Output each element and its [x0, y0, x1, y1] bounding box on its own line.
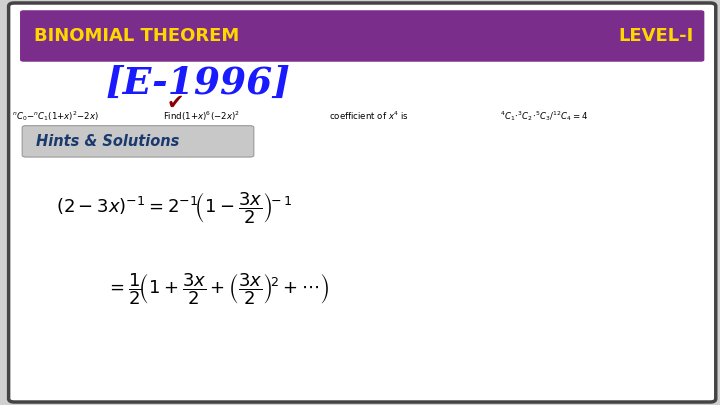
Text: $(2-3x)^{-1} = 2^{-1}\!\left(1-\dfrac{3x}{2}\right)^{\!\!-1}$: $(2-3x)^{-1} = 2^{-1}\!\left(1-\dfrac{3x…: [55, 191, 292, 226]
Text: ✔: ✔: [166, 93, 184, 113]
Text: BINOMIAL THEOREM: BINOMIAL THEOREM: [35, 27, 240, 45]
Text: $=\dfrac{1}{2}\!\left(1+\dfrac{3x}{2}+\left(\dfrac{3x}{2}\right)^{\!2}+\cdots\ri: $=\dfrac{1}{2}\!\left(1+\dfrac{3x}{2}+\l…: [106, 271, 328, 307]
Text: $\mathrm{Find}(1{+}x)^6(-2x)^2$: $\mathrm{Find}(1{+}x)^6(-2x)^2$: [163, 109, 240, 123]
Text: Hints & Solutions: Hints & Solutions: [36, 134, 179, 149]
FancyBboxPatch shape: [20, 10, 704, 62]
Text: $\mathrm{coefficient\ of}\ x^4\ \mathrm{is}$: $\mathrm{coefficient\ of}\ x^4\ \mathrm{…: [329, 110, 409, 122]
Text: ${}^nC_0{-}{}^nC_1(1{+}x)^2{-}2x)$: ${}^nC_0{-}{}^nC_1(1{+}x)^2{-}2x)$: [12, 109, 99, 123]
Text: [E-1996]: [E-1996]: [106, 65, 291, 102]
FancyBboxPatch shape: [22, 126, 254, 157]
Text: LEVEL-I: LEVEL-I: [618, 27, 693, 45]
FancyBboxPatch shape: [9, 3, 716, 402]
Text: ${}^4C_1\!\cdot\!{}^3C_2\!\cdot\!{}^5C_3/{}^{12}C_4{=}4$: ${}^4C_1\!\cdot\!{}^3C_2\!\cdot\!{}^5C_3…: [500, 109, 588, 123]
